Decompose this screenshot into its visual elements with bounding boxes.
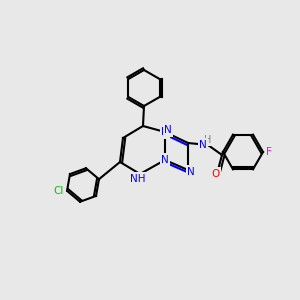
Text: N: N <box>199 140 207 150</box>
Text: N: N <box>187 167 195 177</box>
Text: H: H <box>204 135 212 145</box>
Text: Cl: Cl <box>54 186 64 196</box>
Text: N: N <box>161 127 169 137</box>
Text: F: F <box>266 147 272 157</box>
Text: N: N <box>164 125 172 135</box>
Text: O: O <box>211 169 219 179</box>
Text: N: N <box>161 155 169 165</box>
Text: NH: NH <box>130 174 146 184</box>
